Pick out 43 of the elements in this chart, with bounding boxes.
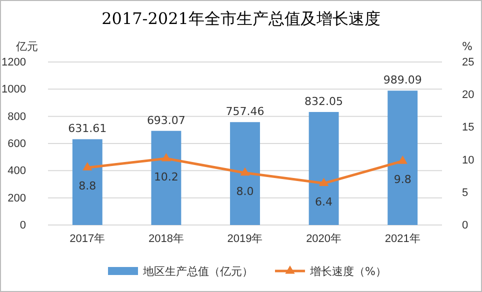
x-tick-label: 2018年 bbox=[148, 232, 184, 245]
bar bbox=[388, 90, 418, 225]
data-label: 757.46 bbox=[226, 105, 264, 118]
y2-tick-label: 5 bbox=[462, 186, 468, 199]
x-tick-label: 2017年 bbox=[70, 232, 106, 245]
y-tick-label: 200 bbox=[8, 192, 26, 204]
y2-tick-label: 10 bbox=[462, 154, 474, 166]
y-tick-label: 400 bbox=[8, 165, 26, 178]
x-tick-label: 2020年 bbox=[306, 232, 342, 245]
data-label: 8.0 bbox=[236, 184, 254, 198]
y2-tick-label: 15 bbox=[462, 122, 474, 134]
data-label: 693.07 bbox=[146, 114, 186, 127]
y-tick-label: 600 bbox=[8, 138, 26, 150]
data-label: 832.05 bbox=[304, 94, 344, 108]
legend-label: 地区生产总值（亿元） bbox=[142, 265, 253, 278]
x-tick-label: 2019年 bbox=[227, 232, 263, 245]
bar bbox=[308, 112, 339, 225]
data-label: 989.09 bbox=[383, 74, 422, 87]
y-axis-title: 亿元 bbox=[15, 40, 38, 53]
data-label: 8.8 bbox=[78, 180, 96, 193]
point bbox=[240, 167, 250, 176]
data-label: 10.2 bbox=[154, 170, 178, 184]
point bbox=[318, 178, 329, 186]
bar bbox=[151, 130, 182, 225]
bar bbox=[230, 122, 260, 225]
point bbox=[161, 152, 172, 162]
bar bbox=[72, 139, 102, 225]
y2-tick-label: 0 bbox=[462, 220, 468, 232]
data-label: 9.8 bbox=[394, 173, 412, 186]
point bbox=[398, 156, 408, 164]
point bbox=[82, 162, 92, 170]
y2-axis-title: % bbox=[462, 40, 472, 53]
y-tick-label: 800 bbox=[8, 110, 26, 123]
y2-tick-label: 25 bbox=[462, 56, 474, 69]
chart-title: 2017-2021年全市生产总值及增长速度 bbox=[102, 9, 380, 28]
x-tick-label: 2021年 bbox=[384, 232, 420, 245]
data-label: 6.4 bbox=[315, 195, 333, 208]
y-tick-label: 0 bbox=[20, 220, 26, 232]
y-tick-label: 1000 bbox=[2, 84, 26, 96]
y2-tick-label: 20 bbox=[462, 89, 474, 102]
legend-label: 增长速度（%） bbox=[309, 265, 386, 278]
data-label: 631.61 bbox=[68, 122, 107, 136]
y-tick-label: 1200 bbox=[2, 56, 26, 69]
